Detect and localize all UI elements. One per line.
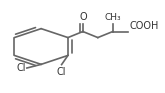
Text: Cl: Cl xyxy=(16,63,26,73)
Text: O: O xyxy=(79,12,87,22)
Text: Cl: Cl xyxy=(57,67,66,77)
Text: COOH: COOH xyxy=(129,21,158,31)
Text: CH₃: CH₃ xyxy=(104,13,121,22)
